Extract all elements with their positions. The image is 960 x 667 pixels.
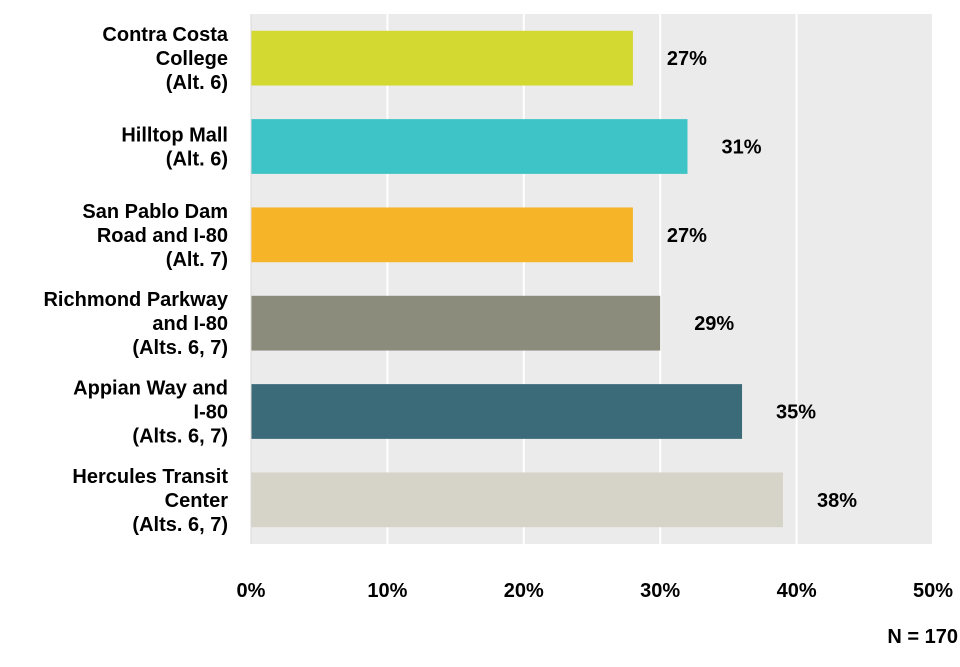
value-label: 29% (694, 313, 734, 335)
category-label: Hercules Transit Center (Alts. 6, 7) (72, 466, 228, 536)
sample-size-note: N = 170 (887, 626, 958, 648)
bars (251, 30, 783, 528)
category-label: San Pablo Dam Road and I-80 (Alt. 7) (82, 201, 228, 271)
value-labels: 27% 31% 27% 29% 35% 38% (667, 48, 857, 512)
bar (251, 384, 743, 439)
bar (251, 207, 633, 263)
x-axis-ticks: 0% 10% 20% 30% 40% 50% (237, 580, 954, 602)
category-label: Contra Costa College (Alt. 6) (102, 24, 228, 94)
value-label: 27% (667, 48, 707, 70)
x-tick-label: 10% (367, 580, 407, 602)
value-label: 38% (817, 490, 857, 512)
value-label: 31% (721, 137, 761, 159)
value-label: 35% (776, 402, 816, 424)
category-label: Appian Way and I-80 (Alts. 6, 7) (73, 378, 228, 448)
gridlines (386, 14, 934, 544)
x-tick-label: 40% (777, 580, 817, 602)
bar (251, 119, 688, 174)
category-label: Hilltop Mall (Alt. 6) (121, 125, 228, 171)
plot-area (251, 14, 933, 544)
bar (251, 295, 661, 351)
x-tick-label: 20% (504, 580, 544, 602)
bar (251, 30, 633, 86)
category-label: Richmond Parkway and I-80 (Alts. 6, 7) (43, 289, 228, 359)
category-labels: Contra Costa College (Alt. 6) Hilltop Mall(… (43, 24, 228, 536)
bar (251, 472, 783, 528)
x-tick-label: 50% (913, 580, 953, 602)
x-tick-label: 0% (237, 580, 266, 602)
value-label: 27% (667, 225, 707, 247)
x-tick-label: 30% (640, 580, 680, 602)
